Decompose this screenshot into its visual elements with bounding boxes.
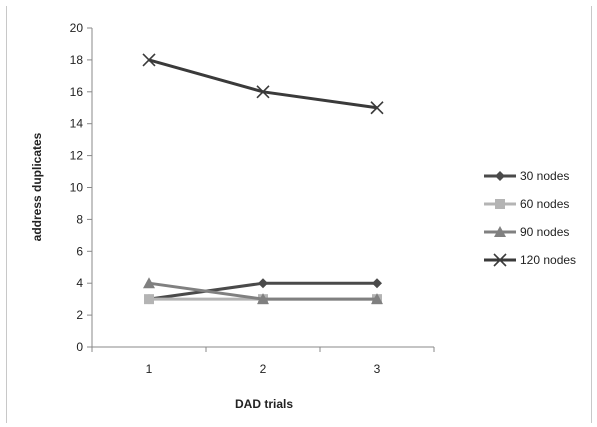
y-tick-label: 2	[76, 308, 83, 322]
data-point-90-nodes	[143, 277, 155, 289]
legend-marker-120-nodes	[493, 253, 507, 267]
data-point-120-nodes-stroke	[142, 53, 156, 67]
legend-marker-60-nodes	[495, 199, 505, 209]
y-tick-label: 20	[70, 21, 84, 35]
y-axis-title: address duplicates	[30, 132, 44, 241]
data-point-120-nodes	[370, 101, 384, 115]
data-point-120-nodes-stroke	[256, 85, 270, 99]
series-120-nodes	[142, 53, 384, 115]
x-tick-label: 2	[260, 362, 267, 376]
series-line-120-nodes	[148, 58, 378, 110]
y-tick-label: 8	[76, 212, 83, 226]
y-tick-label: 10	[70, 181, 84, 195]
legend-item-90-nodes: 90 nodes	[484, 225, 569, 239]
series-group	[142, 53, 384, 305]
legend-label: 60 nodes	[520, 197, 569, 211]
y-tick-label: 0	[76, 340, 83, 354]
data-point-30-nodes	[372, 278, 382, 289]
legend-marker-90-nodes	[494, 226, 506, 237]
series-90-nodes	[143, 277, 383, 305]
legend: 30 nodes 60 nodes 90 nodes 120 nodes	[484, 169, 576, 267]
legend-item-60-nodes: 60 nodes	[484, 197, 569, 211]
legend-label: 30 nodes	[520, 169, 569, 183]
legend-marker-30-nodes	[495, 171, 505, 181]
y-ticks: 0 2 4 6 8 10 12 14 16 18 20	[70, 21, 92, 354]
x-ticks: 1 2 3	[91, 347, 435, 376]
data-point-120-nodes-stroke	[370, 101, 384, 115]
legend-item-30-nodes: 30 nodes	[484, 169, 569, 183]
chart-frame	[6, 6, 592, 423]
data-point-60-nodes	[144, 294, 154, 305]
x-axis-title: DAD trials	[235, 397, 293, 411]
data-point-120-nodes	[256, 85, 270, 99]
y-tick-label: 6	[76, 244, 83, 258]
x-tick-label: 1	[146, 362, 153, 376]
y-tick-label: 12	[70, 149, 84, 163]
y-tick-label: 16	[70, 85, 84, 99]
data-point-120-nodes	[142, 53, 156, 67]
data-point-90-nodes	[371, 293, 383, 305]
legend-label: 90 nodes	[520, 225, 569, 239]
legend-marker-120-nodes-stroke	[493, 253, 507, 267]
legend-label: 120 nodes	[520, 253, 576, 267]
data-point-90-nodes	[257, 293, 269, 305]
y-tick-label: 14	[70, 117, 84, 131]
x-tick-label: 3	[374, 362, 381, 376]
y-tick-label: 18	[70, 53, 84, 67]
y-tick-label: 4	[76, 276, 83, 290]
legend-item-120-nodes: 120 nodes	[484, 253, 576, 267]
data-point-30-nodes	[258, 278, 268, 289]
